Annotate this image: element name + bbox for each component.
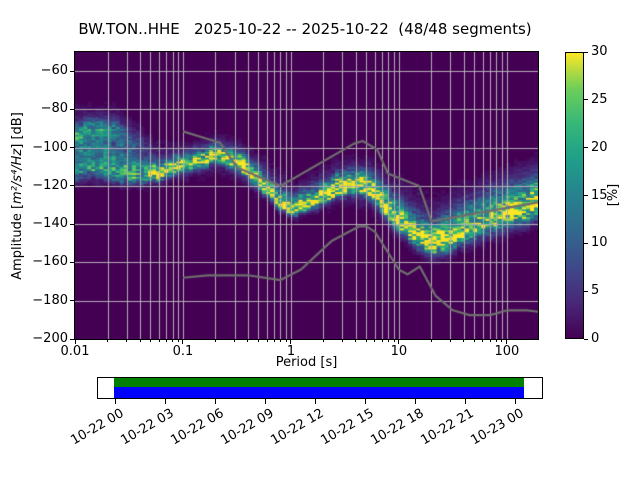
x-minor-tick-mark [489,339,491,342]
colorbar-tick-mark [584,51,588,53]
colorbar-tick-label: 30 [591,44,608,59]
colorbar-tick-mark [584,290,588,292]
colorbar-label: [%] [606,183,621,207]
x-minor-tick-mark [214,339,216,342]
colorbar-tick-label: 20 [591,139,608,155]
timeline-tick-mark [314,399,316,404]
y-tick-label: −160 [32,254,68,270]
x-minor-tick-mark [165,339,167,342]
ppsd-heatmap-canvas [75,52,538,339]
x-tick-mark [290,339,292,344]
x-minor-tick-mark [107,339,108,342]
timeline-tick-mark [514,399,516,404]
x-minor-tick-mark [322,339,324,342]
data-coverage-stripe [114,387,524,398]
plot-area [74,51,539,340]
x-minor-tick-mark [501,339,503,342]
y-tick-label: −120 [32,177,68,193]
x-minor-tick-mark [473,339,475,342]
x-minor-tick-mark [266,339,268,342]
colorbar [565,52,584,339]
x-minor-tick-mark [365,339,367,342]
coverage-timeline-bar [97,377,543,399]
x-minor-tick-mark [257,339,259,342]
plot-title: BW.TON..HHE 2025-10-22 -- 2025-10-22 (48… [78,20,532,38]
x-minor-tick-mark [149,339,151,342]
x-tick-label: 1 [286,344,296,359]
x-minor-tick-mark [463,339,465,342]
colorbar-tick-mark [584,147,588,149]
x-minor-tick-mark [273,339,275,342]
timeline-tick-mark [114,399,116,404]
x-minor-tick-mark [285,339,287,342]
x-minor-tick-mark [139,339,141,342]
timeline-tick-mark [464,399,466,404]
psd-coverage-stripe [114,378,524,387]
colorbar-tick-mark [584,99,588,101]
colorbar-tick-mark [584,242,588,244]
x-tick-label: 10 [390,344,408,359]
y-tick-mark [70,223,75,225]
colorbar-tick-label: 5 [591,283,600,299]
y-tick-mark [70,300,75,302]
x-minor-tick-mark [279,339,281,342]
colorbar-tick-mark [584,338,588,340]
x-minor-tick-mark [355,339,357,342]
x-minor-tick-mark [495,339,497,342]
x-tick-mark [506,339,508,344]
y-tick-mark [70,108,75,110]
colorbar-tick-mark [584,195,588,196]
y-tick-label: −180 [32,292,68,308]
x-tick-mark [182,339,184,344]
x-tick-label: 0.01 [60,344,90,359]
x-tick-label: 100 [494,344,520,359]
x-tick-mark [74,339,76,344]
x-minor-tick-mark [449,339,451,342]
x-minor-tick-mark [482,339,484,342]
timeline-tick-mark [414,399,416,404]
x-minor-tick-mark [341,339,343,342]
colorbar-tick-label: 15 [591,187,608,203]
y-tick-label: −60 [40,63,68,79]
x-minor-tick-mark [126,339,128,342]
x-minor-tick-mark [247,339,249,342]
x-tick-label: 0.1 [172,344,194,359]
y-tick-label: −200 [32,331,68,346]
x-minor-tick-mark [430,339,432,342]
colorbar-tick-label: 10 [591,235,608,251]
x-minor-tick-mark [387,339,389,342]
y-tick-mark [70,70,75,72]
x-minor-tick-mark [381,339,383,342]
x-minor-tick-mark [234,339,235,342]
colorbar-tick-label: 25 [591,91,608,107]
x-axis-title: Period [s] [275,355,338,370]
x-minor-tick-mark [393,339,395,342]
timeline-tick-mark [364,399,366,404]
x-minor-tick-mark [172,339,174,342]
timeline-tick-mark [214,399,216,404]
y-axis-label-units: m²/s⁴/Hz [10,148,25,204]
y-tick-mark [70,147,75,149]
x-tick-mark [398,339,400,344]
y-tick-label: −100 [32,139,68,155]
y-tick-label: −80 [40,101,68,117]
x-minor-tick-mark [158,339,160,342]
y-tick-mark [70,261,75,263]
timeline-tick-mark [264,399,266,404]
y-tick-mark [70,185,75,187]
timeline-tick-mark [164,399,166,404]
x-minor-tick-mark [374,339,376,342]
y-tick-label: −140 [32,216,68,232]
colorbar-tick-label: 0 [591,331,600,346]
coverage-fill [114,378,524,398]
y-tick-mark [70,338,75,340]
x-minor-tick-mark [177,339,179,342]
